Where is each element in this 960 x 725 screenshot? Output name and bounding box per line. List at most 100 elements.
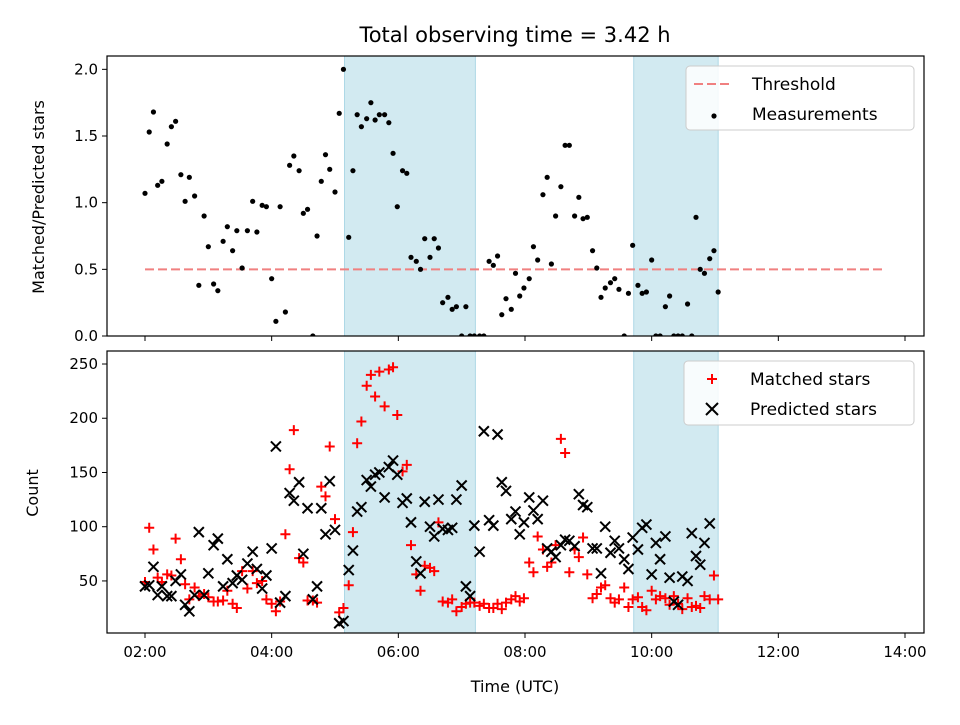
measurement-point	[159, 178, 165, 184]
measurement-point	[259, 202, 265, 208]
legend-predicted-swatch	[705, 402, 719, 416]
matched-star-point	[437, 596, 448, 607]
legend-label: Predicted stars	[750, 400, 877, 420]
measurement-point	[521, 285, 527, 291]
predicted-star-point	[279, 590, 292, 602]
matched-star-point	[374, 366, 385, 377]
measurement-point	[224, 224, 230, 230]
matched-star-point	[298, 557, 309, 568]
predicted-star-point	[573, 488, 585, 500]
predicted-star-point	[297, 548, 310, 560]
predicted-star-point	[523, 491, 535, 504]
measurement-point	[376, 112, 382, 118]
predicted-star-point	[193, 526, 205, 538]
matched-star-point	[591, 588, 602, 599]
measurement-point	[471, 333, 477, 336]
matched-star-point	[266, 598, 277, 609]
x-tick-label: 10:00	[630, 643, 673, 661]
measurement-point	[580, 216, 586, 222]
predicted-star-point	[568, 540, 581, 552]
measurement-point	[649, 257, 655, 263]
predicted-star-point	[496, 476, 508, 488]
measurement-point	[234, 228, 240, 234]
predicted-star-point	[236, 574, 248, 586]
predicted-star-point	[288, 494, 300, 507]
predicted-star-point	[337, 615, 350, 627]
predicted-star-point	[387, 454, 399, 467]
measurement-point	[390, 150, 396, 156]
measurement-point	[635, 282, 641, 288]
measurement-point	[435, 245, 442, 251]
predicted-star-point	[549, 551, 562, 563]
matched-star-point	[316, 481, 327, 492]
measurement-point	[544, 174, 550, 180]
measurement-point	[168, 124, 174, 130]
matched-star-point	[170, 533, 181, 544]
measurement-point	[318, 178, 324, 184]
predicted-star-point	[360, 474, 373, 486]
measurement-point	[310, 333, 316, 336]
measurement-point	[244, 228, 250, 234]
predicted-star-point	[487, 519, 500, 532]
predicted-star-point	[419, 496, 431, 508]
bottom-panel: 50 100 150 200 250 02:00 04:00 06:00 08:00 10:00 1…	[69, 350, 927, 661]
measurement-point	[230, 248, 236, 254]
matched-star-point	[338, 603, 349, 614]
measurement-point	[562, 142, 568, 148]
matched-star-point	[251, 578, 262, 589]
matched-star-point	[261, 594, 272, 605]
measurement-point	[594, 265, 600, 271]
predicted-star-point	[432, 493, 445, 506]
measurement-point	[413, 258, 419, 264]
measurement-point	[142, 190, 148, 196]
measurement-point	[354, 112, 360, 118]
measurement-point	[394, 204, 400, 210]
measurement-point	[287, 162, 293, 168]
matched-star-point	[379, 401, 390, 412]
measurement-point	[711, 248, 717, 254]
matched-star-point	[343, 580, 354, 591]
measurement-point	[558, 184, 564, 190]
measurement-point	[621, 333, 627, 336]
measurement-point	[440, 300, 446, 306]
predicted-star-point	[468, 519, 481, 532]
predicted-star-point	[645, 568, 658, 581]
predicted-star-point	[378, 491, 391, 504]
matched-star-point	[429, 566, 440, 577]
matched-star-point	[619, 582, 630, 593]
predicted-star-point	[179, 599, 191, 611]
matched-star-point	[582, 569, 593, 580]
predicted-star-point	[672, 599, 684, 611]
predicted-star-point	[307, 593, 319, 606]
matched-star-point	[560, 447, 571, 458]
y-tick-label: 1.5	[74, 127, 98, 145]
legend-box	[685, 65, 915, 131]
predicted-star-point	[270, 440, 282, 453]
matched-star-point	[708, 570, 719, 581]
measurement-point	[715, 289, 721, 295]
measurement-point	[399, 168, 406, 174]
legend-label: Threshold	[751, 75, 836, 95]
y-tick-label: 150	[69, 463, 98, 481]
measurement-point	[211, 281, 217, 287]
measurement-point	[205, 244, 211, 250]
matched-star-point	[361, 380, 372, 391]
matched-star-point	[180, 579, 191, 590]
predicted-star-point	[143, 579, 155, 591]
y-tick-label: 0.0	[74, 327, 98, 345]
predicted-star-point	[654, 553, 666, 565]
measurement-point	[566, 142, 572, 148]
predicted-star-point	[265, 542, 278, 555]
measurement-point	[526, 276, 532, 282]
predicted-star-point	[491, 428, 504, 441]
predicted-star-point	[301, 502, 314, 514]
measurement-point	[503, 296, 509, 302]
predicted-star-point	[198, 589, 210, 601]
predicted-star-point	[217, 580, 229, 593]
matched-star-point	[564, 567, 575, 578]
matched-star-point	[632, 592, 643, 603]
measurement-point	[572, 213, 578, 219]
matched-star-point	[388, 362, 399, 373]
measurement-point	[196, 282, 202, 288]
